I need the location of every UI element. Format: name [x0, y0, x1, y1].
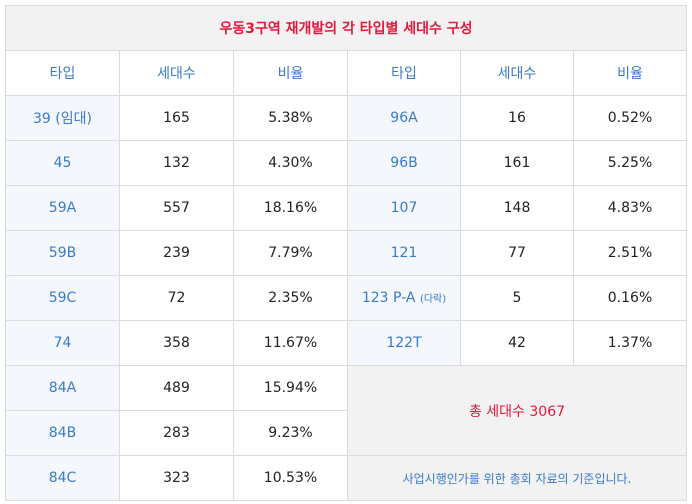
- ratio-cell: 9.23%: [233, 410, 348, 456]
- units-cell: 165: [119, 95, 234, 141]
- type-label: 123 P-A: [361, 290, 416, 306]
- total-units: 총 세대수 3067: [346, 365, 688, 456]
- ratio-cell: 0.52%: [572, 95, 688, 141]
- type-cell: 84B: [5, 410, 120, 456]
- table-row: 59C 72 2.35% 123 P-A (다락) 5 0.16%: [5, 275, 688, 321]
- type-cell: 39 (임대): [5, 95, 120, 141]
- units-cell: 489: [119, 365, 234, 411]
- table-row: 84B 283 9.23%: [5, 410, 687, 456]
- units-cell: 239: [119, 230, 234, 276]
- type-cell: 121: [347, 230, 461, 276]
- units-cell: 72: [119, 275, 234, 321]
- units-cell: 557: [119, 185, 234, 231]
- ratio-cell: 10.53%: [233, 455, 348, 501]
- type-cell: 84A: [5, 365, 120, 411]
- header-type-left: 타입: [5, 50, 120, 96]
- table-row: 39 (임대) 165 5.38% 96A 16 0.52%: [5, 95, 688, 141]
- type-sublabel: (다락): [419, 294, 447, 305]
- ratio-cell: 4.30%: [233, 140, 348, 186]
- units-cell: 323: [119, 455, 234, 501]
- unit-composition-table-container: 우동3구역 재개발의 각 타입별 세대수 구성 타입 세대수 비율 타입 세대수…: [4, 5, 688, 501]
- type-cell: 59C: [5, 275, 120, 321]
- table-row: 45 132 4.30% 96B 161 5.25%: [5, 140, 688, 186]
- type-cell: 96B: [347, 140, 461, 186]
- units-cell: 5: [460, 275, 574, 321]
- table-row: 59A 557 18.16% 107 148 4.83%: [5, 185, 688, 231]
- unit-composition-table: 우동3구역 재개발의 각 타입별 세대수 구성 타입 세대수 비율 타입 세대수…: [4, 5, 688, 501]
- ratio-cell: 15.94%: [233, 365, 348, 411]
- type-cell: 123 P-A (다락): [347, 275, 461, 321]
- table-title: 우동3구역 재개발의 각 타입별 세대수 구성: [4, 5, 688, 51]
- units-cell: 358: [119, 320, 234, 366]
- units-cell: 283: [119, 410, 234, 456]
- type-cell: 59A: [5, 185, 120, 231]
- table-row: 74 358 11.67% 122T 42 1.37%: [5, 320, 688, 366]
- units-cell: 148: [460, 185, 574, 231]
- header-ratio-right: 비율: [572, 50, 688, 96]
- units-cell: 132: [119, 140, 234, 186]
- units-cell: 16: [460, 95, 574, 141]
- ratio-cell: 5.25%: [572, 140, 688, 186]
- type-cell: 84C: [5, 455, 120, 501]
- ratio-cell: 4.83%: [572, 185, 688, 231]
- header-units-left: 세대수: [119, 50, 234, 96]
- type-cell: 96A: [347, 95, 461, 141]
- header-row: 타입 세대수 비율 타입 세대수 비율: [5, 50, 688, 96]
- type-cell: 107: [347, 185, 461, 231]
- type-cell: 59B: [5, 230, 120, 276]
- units-cell: 42: [460, 320, 574, 366]
- table-row: 84A 489 15.94% 총 세대수 3067: [5, 365, 688, 456]
- table-row: 59B 239 7.79% 121 77 2.51%: [5, 230, 688, 276]
- header-ratio-left: 비율: [233, 50, 348, 96]
- ratio-cell: 2.35%: [233, 275, 348, 321]
- table-row: 84C 323 10.53% 사업시행인가를 위한 총회 자료의 기준입니다.: [5, 455, 688, 501]
- ratio-cell: 2.51%: [572, 230, 688, 276]
- header-units-right: 세대수: [460, 50, 574, 96]
- ratio-cell: 18.16%: [233, 185, 348, 231]
- type-cell: 74: [5, 320, 120, 366]
- ratio-cell: 11.67%: [233, 320, 348, 366]
- units-cell: 77: [460, 230, 574, 276]
- source-note: 사업시행인가를 위한 총회 자료의 기준입니다.: [346, 455, 688, 501]
- type-cell: 45: [5, 140, 120, 186]
- ratio-cell: 7.79%: [233, 230, 348, 276]
- ratio-cell: 0.16%: [572, 275, 688, 321]
- ratio-cell: 1.37%: [572, 320, 688, 366]
- ratio-cell: 5.38%: [233, 95, 348, 141]
- header-type-right: 타입: [347, 50, 461, 96]
- type-cell: 122T: [347, 320, 461, 366]
- units-cell: 161: [460, 140, 574, 186]
